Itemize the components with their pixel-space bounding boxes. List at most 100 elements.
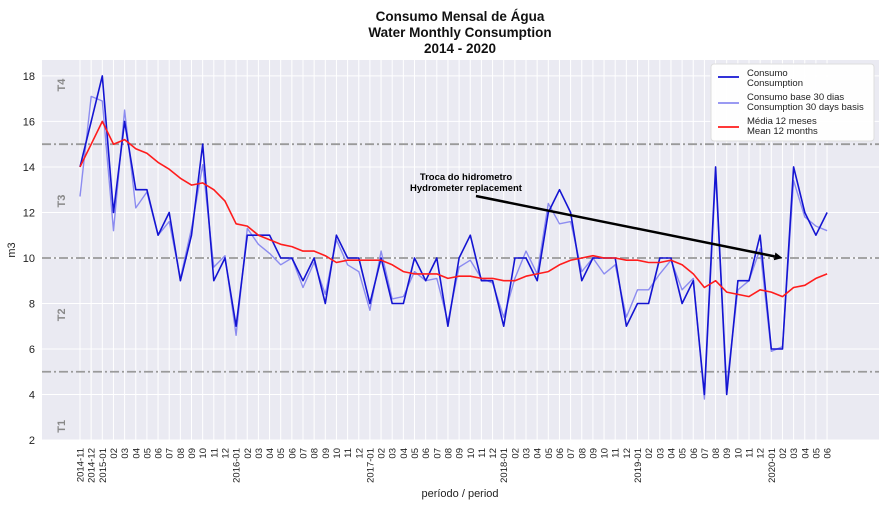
- y-axis-ticks: 2 4 6 8 10 12 14 16 18: [23, 71, 35, 447]
- legend-label-30days-pt: Consumo base 30 dias: [747, 92, 844, 103]
- x-tick-label: 03: [254, 448, 265, 459]
- x-tick-label: 08: [176, 448, 187, 459]
- x-tick-label: 12: [622, 448, 633, 459]
- x-tick-label: 03: [522, 448, 533, 459]
- x-tick-label: 2019-01: [633, 448, 644, 483]
- legend-label-mean-en: Mean 12 months: [747, 126, 818, 137]
- x-tick-label: 05: [142, 448, 153, 459]
- x-tick-label: 06: [154, 448, 165, 459]
- series-line-0: [79, 75, 828, 396]
- chart-title-line-2: Water Monthly Consumption: [368, 25, 551, 40]
- x-tick-label: 08: [443, 448, 454, 459]
- x-tick-label: 05: [410, 448, 421, 459]
- x-tick-label: 04: [800, 448, 811, 459]
- x-tick-label: 12: [488, 448, 499, 459]
- annotation-arrow: [475, 194, 775, 258]
- x-tick-label: 2018-01: [499, 448, 510, 483]
- x-tick-label: 04: [533, 448, 544, 459]
- y-tick-label: 16: [23, 116, 35, 128]
- y-tick-label: 6: [29, 344, 35, 356]
- x-tick-label: 11: [477, 448, 488, 458]
- x-tick-label: 2015-01: [98, 448, 109, 483]
- x-tick-label: 09: [187, 448, 198, 459]
- series-lines: [79, 75, 828, 400]
- x-tick-label: 07: [299, 448, 310, 459]
- x-tick-label: 10: [600, 448, 611, 459]
- x-tick-label: 02: [510, 448, 521, 459]
- legend-label-consumption-pt: Consumo: [747, 68, 788, 79]
- x-tick-label: 11: [745, 448, 756, 458]
- x-axis-label: período / period: [421, 488, 498, 500]
- x-tick-label: 06: [421, 448, 432, 459]
- x-tick-label: 02: [109, 448, 120, 459]
- x-tick-label: 06: [555, 448, 566, 459]
- x-tick-label: 12: [756, 448, 767, 459]
- tier-labels: T1 T2 T3 T4: [56, 78, 68, 433]
- x-tick-label: 02: [243, 448, 254, 459]
- x-tick-label: 05: [544, 448, 555, 459]
- x-tick-label: 2014-11: [76, 448, 87, 482]
- x-tick-label: 12: [354, 448, 365, 459]
- x-tick-label: 05: [678, 448, 689, 459]
- gridlines: [42, 60, 879, 441]
- tier-label: T1: [56, 420, 68, 433]
- y-tick-label: 2: [29, 435, 35, 447]
- x-tick-label: 09: [722, 448, 733, 459]
- x-tick-label: 2016-01: [232, 448, 243, 483]
- x-tick-label: 04: [399, 448, 410, 459]
- legend-box: [710, 63, 875, 142]
- x-tick-label: 08: [577, 448, 588, 459]
- x-tick-label: 02: [644, 448, 655, 459]
- y-tick-label: 18: [23, 71, 35, 83]
- y-tick-label: 14: [23, 162, 35, 174]
- x-tick-label: 05: [811, 448, 822, 459]
- x-tick-label: 07: [700, 448, 711, 459]
- legend-label-mean-pt: Média 12 meses: [747, 116, 817, 127]
- series-line-2: [79, 120, 828, 298]
- annotation-arrowhead: [773, 252, 783, 261]
- y-tick-label: 12: [23, 207, 35, 219]
- threshold-lines: [42, 143, 879, 373]
- x-tick-label: 2020-01: [767, 448, 778, 483]
- x-tick-label: 2014-12: [87, 448, 98, 483]
- x-tick-label: 02: [778, 448, 789, 459]
- legend: Consumo Consumption Consumo base 30 dias…: [710, 63, 875, 142]
- x-tick-label: 09: [588, 448, 599, 459]
- x-tick-label: 04: [265, 448, 276, 459]
- x-tick-label: 08: [711, 448, 722, 459]
- x-tick-label: 07: [432, 448, 443, 459]
- x-tick-label: 04: [131, 448, 142, 459]
- annotation-line-2: Hydrometer replacement: [410, 183, 523, 194]
- x-tick-label: 05: [276, 448, 287, 459]
- x-tick-label: 04: [666, 448, 677, 459]
- annotation: Troca do hidrometro Hydrometer replaceme…: [410, 172, 783, 261]
- x-tick-label: 07: [165, 448, 176, 459]
- x-tick-label: 06: [823, 448, 834, 459]
- x-axis-ticks: 2014-11 2014-12 2015-01 02 03 04 05 06 07 08 09 10 1…: [76, 448, 834, 483]
- tier-label: T2: [56, 308, 68, 321]
- x-tick-label: 2017-01: [365, 448, 376, 483]
- x-tick-label: 11: [209, 448, 220, 458]
- y-tick-label: 4: [29, 389, 35, 401]
- x-tick-label: 11: [343, 448, 354, 458]
- x-tick-label: 03: [655, 448, 666, 459]
- x-tick-label: 09: [321, 448, 332, 459]
- chart-title: Consumo Mensal de Água Water Monthly Con…: [368, 9, 551, 56]
- annotation-line-1: Troca do hidrometro: [420, 172, 513, 183]
- x-tick-label: 10: [332, 448, 343, 459]
- chart-title-line-3: 2014 - 2020: [424, 41, 496, 56]
- x-tick-label: 10: [198, 448, 209, 459]
- tier-label: T4: [56, 78, 68, 92]
- x-tick-label: 07: [566, 448, 577, 459]
- x-tick-label: 06: [689, 448, 700, 459]
- x-tick-label: 02: [377, 448, 388, 459]
- tier-label: T3: [56, 195, 68, 208]
- legend-label-30days-en: Consumption 30 days basis: [747, 102, 864, 113]
- x-tick-label: 03: [789, 448, 800, 459]
- x-tick-label: 09: [455, 448, 466, 459]
- y-axis-label: m3: [6, 242, 18, 257]
- x-tick-label: 03: [120, 448, 131, 459]
- x-tick-label: 03: [388, 448, 399, 459]
- y-tick-label: 10: [23, 253, 35, 265]
